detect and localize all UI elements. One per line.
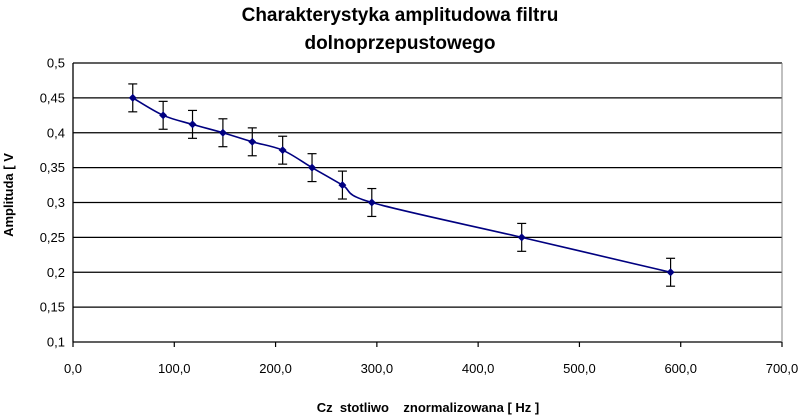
y-tick-labels: 0,1 0,15 0,2 0,25 0,3 0,35 0,4 0,45 0,5 bbox=[40, 56, 65, 350]
x-tick-label: 500,0 bbox=[563, 361, 596, 376]
data-point bbox=[308, 163, 316, 172]
data-point bbox=[517, 233, 526, 242]
y-tick-label: 0,35 bbox=[40, 160, 65, 175]
data-series bbox=[128, 83, 676, 287]
x-tick-label: 100,0 bbox=[158, 361, 191, 376]
y-tick-label: 0,5 bbox=[47, 56, 65, 71]
gridlines bbox=[73, 62, 782, 308]
x-tick-label: 700,0 bbox=[766, 361, 799, 376]
axes bbox=[72, 63, 783, 347]
y-tick-label: 0,2 bbox=[47, 265, 65, 280]
chart-title-line-1: Charakterystyka amplitudowa filtru bbox=[242, 5, 559, 26]
y-tick-label: 0,15 bbox=[40, 300, 65, 315]
y-tick-label: 0,45 bbox=[40, 90, 65, 105]
data-point bbox=[666, 268, 675, 277]
y-tick-label: 0,4 bbox=[47, 125, 65, 140]
x-tick-label: 300,0 bbox=[361, 361, 394, 376]
x-tick-labels: 0,0 100,0 200,0 300,0 400,0 500,0 600,0 700,0 bbox=[64, 361, 798, 376]
data-point bbox=[338, 181, 347, 190]
x-axis-label: Cz stotliwo znormalizowana [ Hz ] bbox=[317, 400, 539, 415]
data-point bbox=[159, 111, 168, 120]
data-point bbox=[248, 137, 257, 146]
chart-title-line-2: dolnoprzepustowego bbox=[304, 33, 495, 54]
x-tick-label: 0,0 bbox=[64, 361, 82, 376]
data-point bbox=[218, 128, 227, 137]
x-tick-label: 400,0 bbox=[462, 361, 495, 376]
data-point bbox=[128, 93, 137, 102]
y-tick-label: 0,3 bbox=[47, 195, 65, 210]
data-point bbox=[188, 120, 197, 129]
x-tick-label: 200,0 bbox=[259, 361, 292, 376]
x-tick-label: 600,0 bbox=[664, 361, 697, 376]
y-tick-label: 0,25 bbox=[40, 230, 65, 245]
y-tick-label: 0,1 bbox=[47, 335, 65, 350]
data-point bbox=[367, 198, 376, 207]
data-point bbox=[278, 146, 287, 155]
series-line bbox=[132, 97, 671, 274]
y-axis-label: Amplituda [ V bbox=[1, 153, 16, 237]
